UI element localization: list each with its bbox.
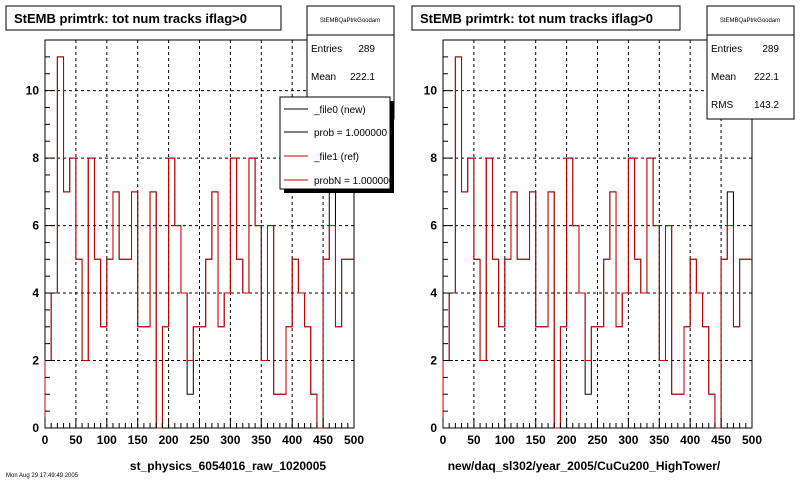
x-tick-label: 450	[711, 433, 731, 447]
stats-mean-label: Mean	[711, 72, 736, 83]
y-tick-label: 4	[32, 286, 39, 300]
x-tick-label: 200	[159, 433, 179, 447]
y-tick-label: 6	[32, 219, 39, 233]
y-tick-label: 0	[430, 421, 437, 435]
title-box	[411, 5, 681, 31]
y-tick-label: 8	[430, 151, 437, 165]
x-tick-label: 0	[42, 433, 49, 447]
left-panel: 0 50 100 150 200 250 300 350 400 450 500 0 2 4 6 8 10 St…	[5, 5, 395, 473]
stats-entries-label: Entries	[311, 44, 342, 55]
x-tick-label: 300	[618, 433, 638, 447]
x-tick-label: 150	[526, 433, 546, 447]
stats-rms-value: 143.2	[754, 100, 779, 111]
y-tick-label: 2	[32, 354, 39, 368]
stats-entries-label: Entries	[711, 44, 742, 55]
plot-title: StEMB primtrk: tot num tracks iflag>0	[14, 11, 247, 26]
stats-box: StEMBQaPtrkGoodam Entries 289 Mean 222.1…	[706, 5, 795, 120]
x-tick-label: 250	[189, 433, 209, 447]
stats-name: StEMBQaPtrkGoodam	[320, 18, 380, 24]
histogram-series	[442, 56, 752, 429]
plot-title: StEMB primtrk: tot num tracks iflag>0	[420, 11, 653, 26]
x-tick-label: 150	[128, 433, 148, 447]
y-tick-label: 10	[424, 84, 438, 98]
x-tick-label: 400	[680, 433, 700, 447]
x-axis-label: st_physics_6054016_raw_1020005	[130, 459, 326, 473]
axes: 0 50 100 150 200 250 300 350 400 450 500 0 2 4 6 8 10	[26, 56, 364, 447]
y-tick-label: 10	[26, 84, 40, 98]
x-tick-label: 100	[495, 433, 515, 447]
title-box	[5, 5, 282, 31]
y-tick-label: 8	[32, 151, 39, 165]
legend-label-1: prob = 1.000000	[314, 128, 388, 139]
x-tick-label: 450	[313, 433, 333, 447]
x-tick-label: 400	[282, 433, 302, 447]
stats-entries-value: 289	[762, 44, 779, 55]
stats-name: StEMBQaPtrkGoodam	[720, 18, 780, 24]
stats-rms-label: RMS	[711, 100, 734, 111]
legend-box: _file0 (new) prob = 1.000000 _file1 (ref…	[279, 96, 395, 193]
legend-label-2: _file1 (ref)	[313, 152, 359, 163]
legend-label-3: probN = 1.000000	[314, 176, 395, 187]
x-axis-label: new/daq_sl302/year_2005/CuCu200_HighTowe…	[448, 459, 721, 473]
right-panel: 0 50 100 150 200 250 300 350 400 450 500 0 2 4 6 8 10 St…	[411, 5, 795, 473]
x-tick-label: 100	[97, 433, 117, 447]
footer-timestamp: Mon Aug 29 17:49:49 2005	[6, 473, 79, 479]
x-tick-label: 200	[557, 433, 577, 447]
y-tick-label: 2	[430, 354, 437, 368]
axes: 0 50 100 150 200 250 300 350 400 450 500 0 2 4 6 8 10	[424, 56, 762, 447]
x-tick-label: 250	[587, 433, 607, 447]
stats-mean-label: Mean	[311, 72, 336, 83]
stats-mean-value: 222.1	[350, 72, 375, 83]
histogram-step-line-1	[442, 56, 752, 429]
y-tick-label: 0	[32, 421, 39, 435]
histogram-step-line-1	[44, 56, 354, 429]
x-tick-label: 350	[649, 433, 669, 447]
histogram-series	[44, 56, 354, 429]
x-tick-label: 0	[440, 433, 447, 447]
legend-label-0: _file0 (new)	[313, 105, 366, 116]
y-tick-label: 4	[430, 286, 437, 300]
y-tick-label: 6	[430, 219, 437, 233]
x-tick-label: 50	[467, 433, 481, 447]
x-tick-label: 50	[69, 433, 83, 447]
stats-mean-value: 222.1	[754, 72, 779, 83]
x-tick-label: 500	[344, 433, 364, 447]
x-tick-label: 300	[220, 433, 240, 447]
x-tick-label: 350	[251, 433, 271, 447]
stats-entries-value: 289	[358, 44, 375, 55]
x-tick-label: 500	[742, 433, 762, 447]
